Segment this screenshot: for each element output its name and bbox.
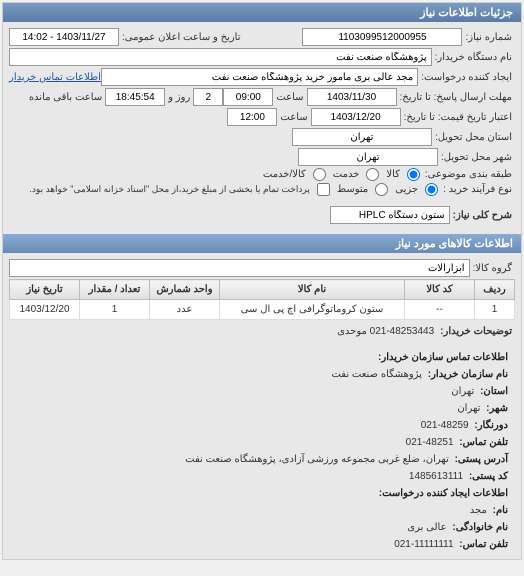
general-desc-label: شرح کلی نیاز: [453,210,512,221]
proc-small-label: جزیی [395,184,418,195]
time-label-2: ساعت [280,112,307,123]
group-input[interactable] [9,259,470,277]
deadline-date-input[interactable] [307,88,397,106]
contact-link[interactable]: اطلاعات تماس خریدار [9,72,101,83]
col-qty: تعداد / مقدار [80,280,150,300]
proc-medium-radio[interactable] [375,183,388,196]
org-label: نام سازمان خریدار: [428,369,508,380]
phone-value: 48251-021 [406,437,454,448]
days-input[interactable] [193,88,223,106]
creator-section-title: اطلاعات ایجاد کننده درخواست: [379,488,508,499]
process-label: نوع فرآیند خرید : [443,184,512,195]
validity-time-input[interactable] [227,108,277,126]
org-value: پژوهشگاه صنعت نفت [331,369,422,380]
cell-unit: عدد [150,300,220,320]
contact-section-title: اطلاعات تماس سازمان خریدار: [378,352,508,363]
state-label: استان: [480,386,508,397]
treasury-checkbox[interactable] [317,183,330,196]
panel-header: جزئیات اطلاعات نیاز [3,3,521,22]
cat-goods-radio[interactable] [407,168,420,181]
buyer-device-label: نام دستگاه خریدار: [435,52,512,63]
notes-value: 021-48253443 موحدی [337,326,434,337]
time-label-1: ساعت [276,92,303,103]
cat-goods-label: کالا [386,169,400,180]
postal-value: 1485613111 [409,471,463,482]
cat-goods-service-label: کالا/خدمت [263,169,306,180]
buyer-device-input[interactable] [9,48,432,66]
delivery-city-label: شهر محل تحویل: [441,152,512,163]
validity-date-input[interactable] [311,108,401,126]
col-unit: واحد شمارش [150,280,220,300]
fax-label: دورنگار: [474,420,508,431]
announce-label: تاریخ و ساعت اعلان عمومی: [122,32,241,43]
city-value: تهران [457,403,480,414]
goods-section-header: اطلاعات کالاهای مورد نیاز [3,234,521,253]
remain-label: ساعت باقی مانده [29,92,102,103]
delivery-state-label: استان محل تحویل: [435,132,512,143]
fname-value: مجد [470,505,487,516]
col-date: تاریخ نیاز [10,280,80,300]
deadline-time-input[interactable] [223,88,273,106]
col-name: نام کالا [220,280,405,300]
proc-small-radio[interactable] [425,183,438,196]
cell-row: 1 [475,300,515,320]
deadline-label: مهلت ارسال پاسخ: تا تاریخ: [400,92,512,103]
cell-date: 1403/12/20 [10,300,80,320]
creator-label: ایجاد کننده درخواست: [421,72,512,83]
delivery-city-input[interactable] [298,148,438,166]
days-label: روز و [168,92,190,103]
notes-label: توضیحات خریدار: [440,326,512,337]
address-value: تهران، ضلع غربی مجموعه ورزشی آزادی، پژوه… [185,454,449,465]
cat-goods-service-radio[interactable] [313,168,326,181]
creator-input[interactable] [101,68,418,86]
group-label: گروه کالا: [473,263,512,274]
general-desc-input[interactable] [330,206,450,224]
address-label: آدرس پستی: [455,454,508,465]
need-number-input[interactable] [302,28,462,46]
city-label: شهر: [486,403,508,414]
col-row: ردیف [475,280,515,300]
lname-label: نام خانوادگی: [452,522,508,533]
phone-label: تلفن تماس: [459,437,508,448]
cat-service-radio[interactable] [366,168,379,181]
goods-table: ردیف کد کالا نام کالا واحد شمارش تعداد /… [9,279,515,320]
need-number-label: شماره نیاز: [465,32,512,43]
announce-input[interactable] [9,28,119,46]
remain-input[interactable] [105,88,165,106]
state-value: تهران [451,386,474,397]
cphone-value: 11111111-021 [394,539,453,550]
delivery-state-input[interactable] [292,128,432,146]
table-row: 1--ستون کروماتوگرافی اچ پی ال سیعدد11403… [10,300,515,320]
category-label: طبقه بندی موضوعی: [425,169,512,180]
fax-value: 48259-021 [421,420,469,431]
cphone-label: تلفن تماس: [459,539,508,550]
validity-label: اعتبار تاریخ قیمت: تا تاریخ: [404,112,512,123]
cell-code: -- [405,300,475,320]
proc-note: پرداخت تمام یا بخشی از مبلغ خرید،از محل … [29,184,309,195]
cell-name: ستون کروماتوگرافی اچ پی ال سی [220,300,405,320]
fname-label: نام: [493,505,508,516]
col-code: کد کالا [405,280,475,300]
cat-service-label: خدمت [333,169,360,180]
postal-label: کد پستی: [469,471,508,482]
cell-qty: 1 [80,300,150,320]
lname-value: عالی بری [407,522,446,533]
proc-medium-label: متوسط [337,184,368,195]
